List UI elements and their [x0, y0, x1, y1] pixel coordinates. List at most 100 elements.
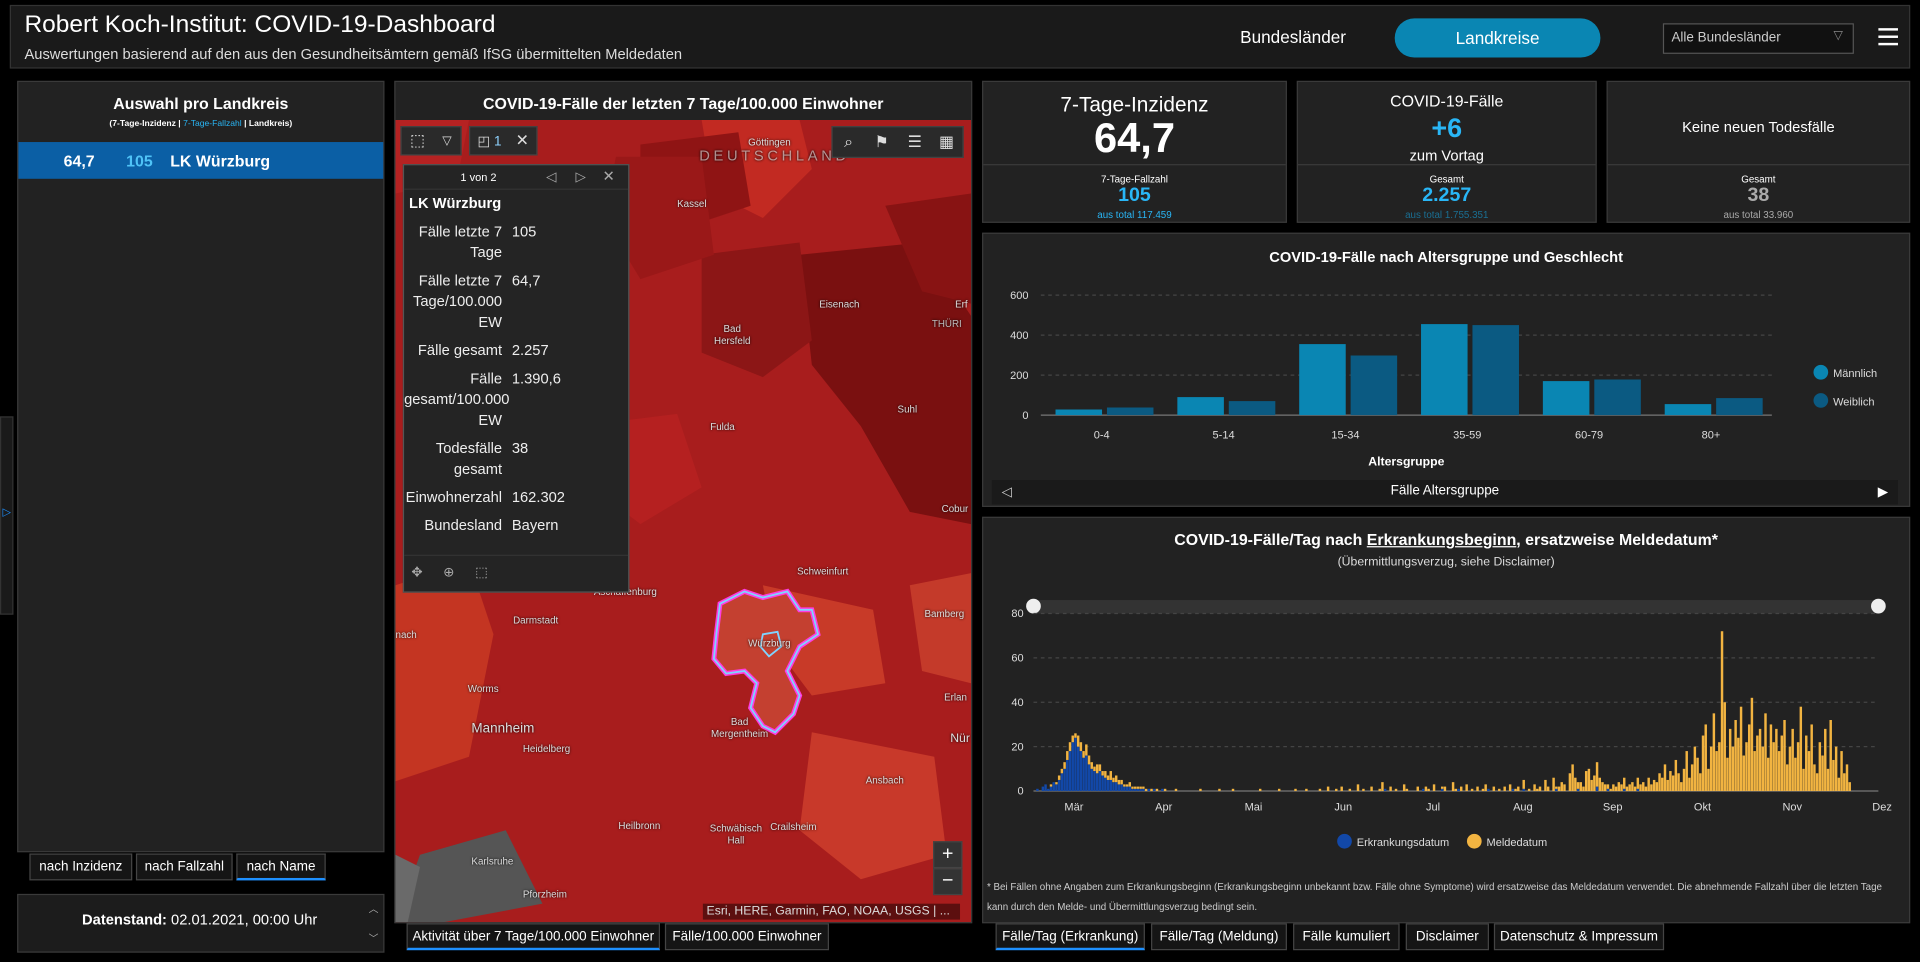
tab-bundeslaender[interactable]: Bundesländer — [1240, 26, 1346, 47]
selection-count[interactable]: ◰ 1 ✕ — [468, 126, 538, 156]
zoom-to-icon[interactable]: ⊕ — [443, 565, 455, 581]
popup-field-label: Fälle gesamt/100.000 EW — [404, 369, 510, 429]
bar-meldedatum — [1112, 777, 1115, 783]
popup-close-icon[interactable]: ✕ — [602, 167, 615, 185]
age-chart-footer: ◁ Fälle Altersgruppe ▶ — [991, 480, 1898, 505]
zoom-out-button[interactable]: − — [933, 868, 963, 896]
bar-meldedatum — [1750, 697, 1754, 792]
layer-list-icon[interactable]: ☰ — [907, 132, 922, 151]
bar-meldedatum — [1074, 733, 1077, 738]
y-tick-label: 0 — [1018, 786, 1024, 798]
bar-meldedatum — [1628, 784, 1631, 792]
bar-meldedatum — [1593, 775, 1596, 792]
map-canvas[interactable]: DEUTSCHLAND Göttingen Kassel Eisenach Er… — [395, 120, 972, 923]
bar-meldedatum — [1424, 786, 1428, 792]
bar-meldedatum — [1826, 768, 1830, 792]
popup-prev-icon[interactable]: ◁ — [546, 170, 557, 185]
search-icon[interactable]: ⌕ — [844, 132, 854, 151]
bar-erkrankungsdatum — [1055, 784, 1058, 792]
list-item-inzidenz: 64,7 — [63, 151, 95, 171]
pan-icon[interactable]: ✥ — [411, 565, 423, 581]
scroll-up-icon[interactable]: ︿ — [368, 903, 379, 915]
popup-field-value: Bayern — [511, 516, 559, 534]
map-attribution: Esri, HERE, Garmin, FAO, NOAA, USGS | ..… — [702, 903, 961, 920]
inzidenz-value: 64,7 — [1093, 115, 1176, 162]
bar-meldedatum — [1060, 768, 1064, 774]
bar-meldedatum — [1277, 788, 1281, 792]
map-label-wuerzburg: Würzburg — [748, 637, 791, 649]
next-chart-icon[interactable]: ▶ — [1877, 484, 1889, 500]
bar-meldedatum — [1753, 751, 1756, 792]
bar-meldedatum — [1813, 764, 1816, 792]
bar-meldedatum — [1381, 782, 1384, 792]
bar-meldedatum — [1370, 786, 1373, 792]
list-item[interactable]: 64,7 105 LK Würzburg — [18, 142, 384, 179]
bar-erkrankungsdatum — [1114, 782, 1118, 792]
bundesland-select[interactable]: Alle Bundesländer ▽ — [1662, 23, 1854, 54]
tab-faelle-tag-erkrankung[interactable]: Fälle/Tag (Erkrankung) — [995, 923, 1145, 951]
bar-erkrankungsdatum — [1131, 788, 1134, 792]
legend-swatch — [1337, 833, 1352, 849]
bar-meldedatum — [1098, 764, 1102, 772]
tab-faelle-kumuliert[interactable]: Fälle kumuliert — [1293, 923, 1400, 951]
popup-next-icon[interactable]: ▷ — [575, 170, 586, 185]
map-label-erf: Erf — [955, 298, 968, 310]
faelle-gesamt-value: 2.257 — [1422, 184, 1472, 206]
select-feature-icon[interactable]: ⬚ — [475, 565, 488, 581]
bar-meldedatum — [1837, 777, 1841, 792]
sort-by-inzidenz-button[interactable]: nach Inzidenz — [29, 853, 133, 881]
bar-erkrankungsdatum — [1076, 746, 1080, 792]
bar-meldedatum — [1712, 713, 1716, 792]
tab-faelle-pro-100k[interactable]: Fälle/100.000 Einwohner — [664, 923, 829, 951]
prev-chart-icon[interactable]: ◁ — [1001, 484, 1013, 500]
bar-meldedatum — [1815, 773, 1819, 792]
bar-meldedatum — [1460, 786, 1463, 792]
menu-icon[interactable] — [1878, 27, 1898, 47]
scroll-down-icon[interactable]: ﹀ — [368, 933, 379, 945]
tab-aktivitaet[interactable]: Aktivität über 7 Tage/100.000 Einwohner — [406, 923, 661, 951]
bar-meldedatum — [1799, 706, 1803, 792]
bar-erkrankungsdatum — [1057, 779, 1061, 792]
sort-by-fallzahl-button[interactable]: nach Fallzahl — [135, 853, 233, 881]
tab-faelle-tag-meldung[interactable]: Fälle/Tag (Meldung) — [1151, 923, 1287, 951]
bar-meldedatum — [1704, 724, 1707, 792]
bar-meldedatum — [1848, 782, 1851, 792]
bar-meldedatum — [1378, 788, 1381, 792]
chevron-down-icon[interactable]: ▽ — [442, 134, 452, 148]
tab-landkreise[interactable]: Landkreise — [1394, 18, 1601, 58]
popup-field-value: 1.390,6 — [511, 369, 561, 387]
y-tick-label: 0 — [1022, 410, 1028, 422]
bar-meldedatum — [1786, 764, 1789, 792]
sort-by-name-button[interactable]: nach Name — [236, 853, 326, 881]
bar-meldedatum — [1503, 786, 1506, 792]
bar-meldedatum — [1128, 782, 1132, 787]
bar-meldedatum — [1669, 771, 1672, 792]
basemap-gallery-icon[interactable]: ▦ — [939, 132, 955, 151]
bar-meldedatum — [1555, 786, 1558, 789]
tab-datenschutz[interactable]: Datenschutz & Impressum — [1493, 923, 1665, 951]
bar-meldedatum — [1650, 784, 1653, 792]
zoom-in-button[interactable]: + — [933, 841, 963, 869]
bar-meldedatum — [1715, 751, 1718, 792]
x-tick-label: Jun — [1334, 802, 1352, 814]
bar-meldedatum — [1123, 784, 1126, 787]
bar-meldedatum — [1076, 735, 1080, 747]
bar-meldedatum — [1821, 755, 1824, 792]
bar-meldedatum — [1688, 777, 1691, 792]
bar-meldedatum — [1571, 764, 1574, 792]
bar-meldedatum — [1231, 788, 1235, 792]
bar-erkrankungsdatum — [1079, 751, 1083, 792]
bar-erkrankungsdatum — [1112, 782, 1115, 792]
bookmark-icon[interactable]: ⚑ — [874, 132, 889, 151]
select-tool-icon[interactable]: ⬚ — [410, 131, 426, 150]
clear-selection-icon[interactable]: ✕ — [515, 131, 529, 150]
bar-weiblich — [1472, 325, 1519, 416]
legend-swatch — [1466, 833, 1482, 849]
map-label-suhl: Suhl — [897, 404, 918, 416]
bar-meldedatum — [1625, 786, 1629, 792]
bar-meldedatum — [1517, 786, 1520, 792]
tab-disclaimer[interactable]: Disclaimer — [1405, 923, 1489, 951]
bar-meldedatum — [1726, 757, 1729, 792]
left-edge-handle[interactable]: ▷ — [0, 416, 14, 615]
bar-meldedatum — [1775, 728, 1778, 792]
